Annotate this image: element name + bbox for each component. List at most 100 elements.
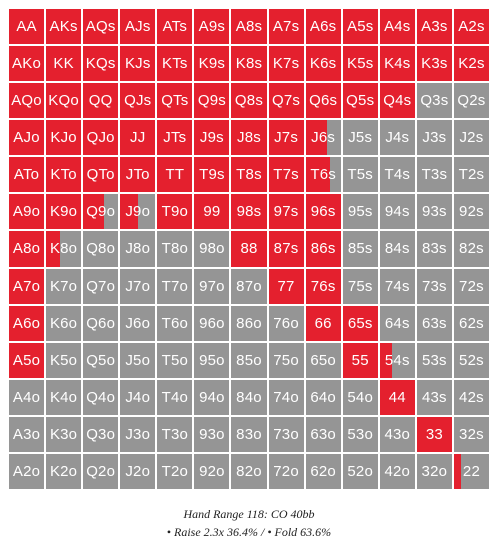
hand-label: 72o: [273, 462, 299, 480]
hand-cell-T2o: T2o: [156, 452, 194, 490]
hand-label: 54s: [384, 351, 410, 369]
hand-cell-43s: 43s: [415, 378, 453, 416]
hand-cell-T9s: T9s: [193, 156, 231, 194]
raise-fill: [342, 305, 378, 341]
hand-cell-T4o: T4o: [156, 378, 194, 416]
hand-cell-74s: 74s: [378, 267, 416, 305]
hand-cell-T6s: T6s: [304, 156, 342, 194]
hand-label: KK: [53, 55, 74, 73]
hand-cell-A2s: A2s: [452, 8, 490, 46]
hand-cell-72o: 72o: [267, 452, 305, 490]
hand-cell-QQ: QQ: [82, 82, 120, 120]
hand-cell-96s: 96s: [304, 193, 342, 231]
raise-fill: [157, 120, 193, 156]
hand-label: J9o: [125, 203, 151, 221]
raise-fill: [194, 83, 230, 119]
hand-cell-AKs: AKs: [45, 8, 83, 46]
hand-cell-84s: 84s: [378, 230, 416, 268]
hand-label: T6o: [161, 314, 189, 332]
hand-cell-82s: 82s: [452, 230, 490, 268]
hand-cell-94s: 94s: [378, 193, 416, 231]
hand-cell-J4s: J4s: [378, 119, 416, 157]
range-title: Hand Range 118: CO 40bb: [183, 507, 315, 521]
raise-fill: [342, 83, 378, 119]
hand-cell-A7o: A7o: [8, 267, 46, 305]
hand-cell-A4s: A4s: [378, 8, 416, 46]
hand-label: Q4o: [86, 388, 116, 406]
hand-cell-Q3o: Q3o: [82, 415, 120, 453]
hand-cell-J2o: J2o: [119, 452, 157, 490]
raise-fill: [231, 194, 267, 230]
hand-cell-A7s: A7s: [267, 8, 305, 46]
hand-cell-T2s: T2s: [452, 156, 490, 194]
hand-label: 76s: [310, 277, 336, 295]
hand-cell-KTs: KTs: [156, 45, 194, 83]
hand-label: K7s: [272, 55, 300, 73]
hand-label: ATs: [162, 18, 188, 36]
hand-cell-83o: 83o: [230, 415, 268, 453]
hand-cell-55: 55: [341, 341, 379, 379]
hand-cell-J3s: J3s: [415, 119, 453, 157]
hand-cell-92s: 92s: [452, 193, 490, 231]
hand-cell-99: 99: [193, 193, 231, 231]
hand-label: 64o: [310, 388, 336, 406]
hand-label: QQ: [88, 92, 113, 110]
hand-label: 73o: [273, 425, 299, 443]
hand-label: J2o: [125, 462, 151, 480]
raise-fill: [194, 9, 230, 45]
raise-fill: [268, 120, 304, 156]
hand-label: JTo: [125, 166, 150, 184]
hand-label: 63s: [421, 314, 447, 332]
hand-label: A8s: [235, 18, 263, 36]
hand-cell-T5s: T5s: [341, 156, 379, 194]
hand-label: 83o: [236, 425, 262, 443]
range-caption: Hand Range 118: CO 40bb • Raise 2.3x 36.…: [0, 505, 498, 541]
hand-cell-Q6o: Q6o: [82, 304, 120, 342]
raise-fill: [194, 120, 230, 156]
hand-cell-K8s: K8s: [230, 45, 268, 83]
hand-label: 75o: [273, 351, 299, 369]
hand-cell-QJo: QJo: [82, 119, 120, 157]
hand-cell-44: 44: [378, 378, 416, 416]
hand-cell-AKo: AKo: [8, 45, 46, 83]
hand-cell-93s: 93s: [415, 193, 453, 231]
hand-cell-52o: 52o: [341, 452, 379, 490]
hand-cell-88: 88: [230, 230, 268, 268]
hand-label: 43o: [384, 425, 411, 443]
raise-fill: [9, 268, 45, 304]
hand-label: 94o: [199, 388, 225, 406]
raise-fill: [416, 46, 452, 82]
hand-label: QTo: [86, 166, 115, 184]
hand-cell-96o: 96o: [193, 304, 231, 342]
hand-cell-J8s: J8s: [230, 119, 268, 157]
hand-cell-76s: 76s: [304, 267, 342, 305]
hand-label: A3s: [421, 18, 448, 36]
hand-cell-ATs: ATs: [156, 8, 194, 46]
hand-label: A9s: [198, 18, 226, 36]
hand-cell-A3o: A3o: [8, 415, 46, 453]
hand-cell-K3s: K3s: [415, 45, 453, 83]
hand-label: K8o: [49, 240, 78, 258]
hand-label: K9s: [198, 55, 226, 73]
hand-label: 95s: [347, 203, 373, 221]
hand-label: T2s: [458, 166, 485, 184]
hand-label: A7s: [272, 18, 300, 36]
raise-fill: [305, 305, 341, 341]
hand-label: KTo: [50, 166, 77, 184]
hand-cell-J6o: J6o: [119, 304, 157, 342]
hand-label: 65o: [310, 351, 336, 369]
hand-label: A4o: [12, 388, 41, 406]
hand-label: Q9s: [197, 92, 226, 110]
hand-cell-43o: 43o: [378, 415, 416, 453]
hand-cell-Q8s: Q8s: [230, 82, 268, 120]
hand-label: 74o: [273, 388, 299, 406]
hand-label: T4o: [161, 388, 189, 406]
hand-label: 74s: [384, 277, 410, 295]
hand-label: A5o: [12, 351, 41, 369]
hand-cell-J2s: J2s: [452, 119, 490, 157]
hand-label: AJs: [124, 18, 151, 36]
hand-label: T9o: [161, 203, 189, 221]
hand-cell-76o: 76o: [267, 304, 305, 342]
raise-fill: [120, 120, 156, 156]
raise-fill: [9, 46, 45, 82]
